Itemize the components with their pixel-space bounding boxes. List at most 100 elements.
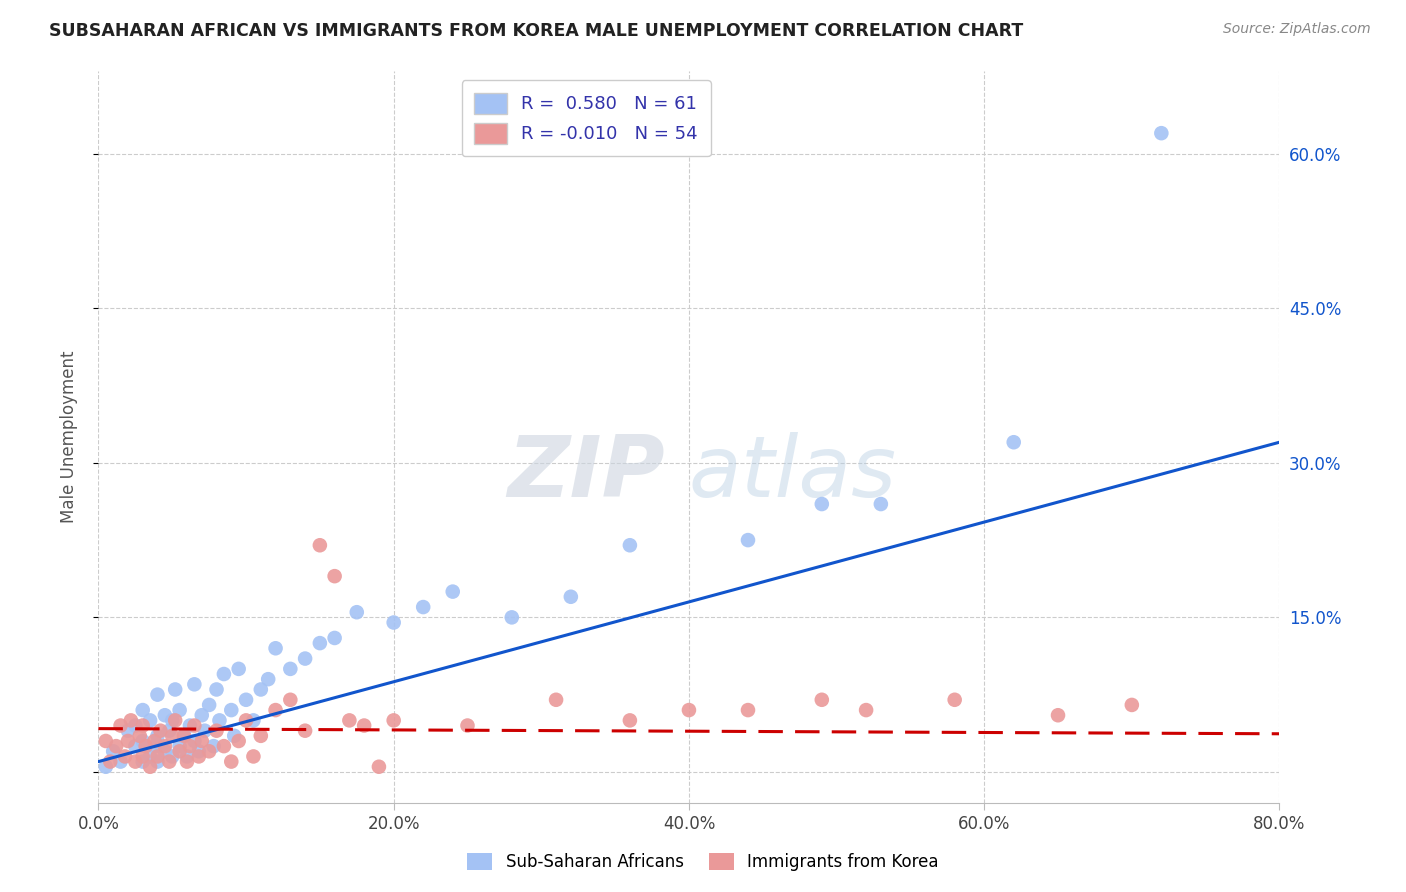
Point bbox=[162, 714, 183, 728]
Point bbox=[120, 714, 142, 728]
Point bbox=[98, 755, 121, 769]
Point bbox=[146, 755, 169, 769]
Point bbox=[105, 739, 128, 753]
Point bbox=[250, 682, 273, 697]
Text: ZIP: ZIP bbox=[508, 432, 665, 516]
Point bbox=[205, 723, 228, 738]
Legend: R =  0.580   N = 61, R = -0.010   N = 54: R = 0.580 N = 61, R = -0.010 N = 54 bbox=[461, 80, 710, 156]
Point bbox=[135, 739, 157, 753]
Point bbox=[235, 714, 257, 728]
Point bbox=[501, 610, 523, 624]
Point bbox=[191, 734, 214, 748]
Point bbox=[1002, 435, 1025, 450]
Point bbox=[153, 739, 176, 753]
Point bbox=[132, 703, 155, 717]
Point bbox=[124, 718, 146, 732]
Point bbox=[103, 744, 125, 758]
Point bbox=[212, 739, 235, 753]
Point bbox=[264, 641, 287, 656]
Point bbox=[162, 729, 183, 743]
Point bbox=[124, 755, 146, 769]
Point bbox=[219, 755, 242, 769]
Point bbox=[169, 744, 191, 758]
Point bbox=[153, 708, 176, 723]
Point bbox=[619, 538, 641, 552]
Point bbox=[202, 739, 225, 753]
Point bbox=[205, 682, 228, 697]
Point bbox=[183, 677, 205, 691]
Point bbox=[737, 703, 759, 717]
Point bbox=[323, 631, 346, 645]
Point bbox=[242, 749, 264, 764]
Point bbox=[257, 672, 280, 686]
Point bbox=[165, 714, 187, 728]
Point bbox=[132, 755, 155, 769]
Point bbox=[412, 600, 434, 615]
Point bbox=[810, 497, 832, 511]
Point bbox=[228, 734, 250, 748]
Text: SUBSAHARAN AFRICAN VS IMMIGRANTS FROM KOREA MALE UNEMPLOYMENT CORRELATION CHART: SUBSAHARAN AFRICAN VS IMMIGRANTS FROM KO… bbox=[49, 22, 1024, 40]
Point bbox=[169, 703, 191, 717]
Point bbox=[560, 590, 582, 604]
Point bbox=[943, 693, 966, 707]
Point bbox=[139, 749, 162, 764]
Point bbox=[810, 693, 832, 707]
Point bbox=[309, 636, 332, 650]
Point bbox=[737, 533, 759, 547]
Point bbox=[183, 718, 205, 732]
Point bbox=[169, 739, 191, 753]
Point bbox=[187, 749, 209, 764]
Point bbox=[278, 693, 302, 707]
Text: Source: ZipAtlas.com: Source: ZipAtlas.com bbox=[1223, 22, 1371, 37]
Point bbox=[146, 729, 169, 743]
Point bbox=[110, 755, 132, 769]
Point bbox=[132, 749, 155, 764]
Point bbox=[94, 734, 117, 748]
Point bbox=[179, 718, 201, 732]
Point bbox=[146, 688, 169, 702]
Point bbox=[149, 739, 172, 753]
Point bbox=[208, 714, 231, 728]
Point bbox=[132, 718, 155, 732]
Point bbox=[294, 723, 316, 738]
Point bbox=[173, 729, 195, 743]
Point bbox=[264, 703, 287, 717]
Point bbox=[441, 584, 464, 599]
Point bbox=[153, 744, 176, 758]
Point bbox=[179, 739, 201, 753]
Point bbox=[869, 497, 891, 511]
Point bbox=[128, 729, 150, 743]
Legend: Sub-Saharan Africans, Immigrants from Korea: Sub-Saharan Africans, Immigrants from Ko… bbox=[460, 845, 946, 880]
Point bbox=[94, 760, 117, 774]
Point bbox=[619, 714, 641, 728]
Text: atlas: atlas bbox=[689, 432, 897, 516]
Point bbox=[228, 662, 250, 676]
Point bbox=[855, 703, 877, 717]
Point bbox=[173, 729, 195, 743]
Point bbox=[198, 698, 221, 712]
Point bbox=[235, 693, 257, 707]
Point bbox=[456, 718, 478, 732]
Point bbox=[309, 538, 332, 552]
Point bbox=[224, 729, 246, 743]
Point bbox=[176, 749, 198, 764]
Point bbox=[339, 714, 360, 728]
Y-axis label: Male Unemployment: Male Unemployment bbox=[59, 351, 77, 524]
Point bbox=[382, 615, 405, 630]
Point bbox=[250, 729, 273, 743]
Point bbox=[278, 662, 302, 676]
Point bbox=[323, 569, 346, 583]
Point bbox=[382, 714, 405, 728]
Point bbox=[110, 718, 132, 732]
Point bbox=[114, 749, 136, 764]
Point bbox=[212, 667, 235, 681]
Point bbox=[149, 723, 172, 738]
Point bbox=[346, 605, 368, 619]
Point bbox=[1150, 126, 1173, 140]
Point bbox=[162, 749, 183, 764]
Point bbox=[146, 749, 169, 764]
Point bbox=[139, 714, 162, 728]
Point bbox=[187, 744, 209, 758]
Point bbox=[143, 734, 166, 748]
Point bbox=[165, 682, 187, 697]
